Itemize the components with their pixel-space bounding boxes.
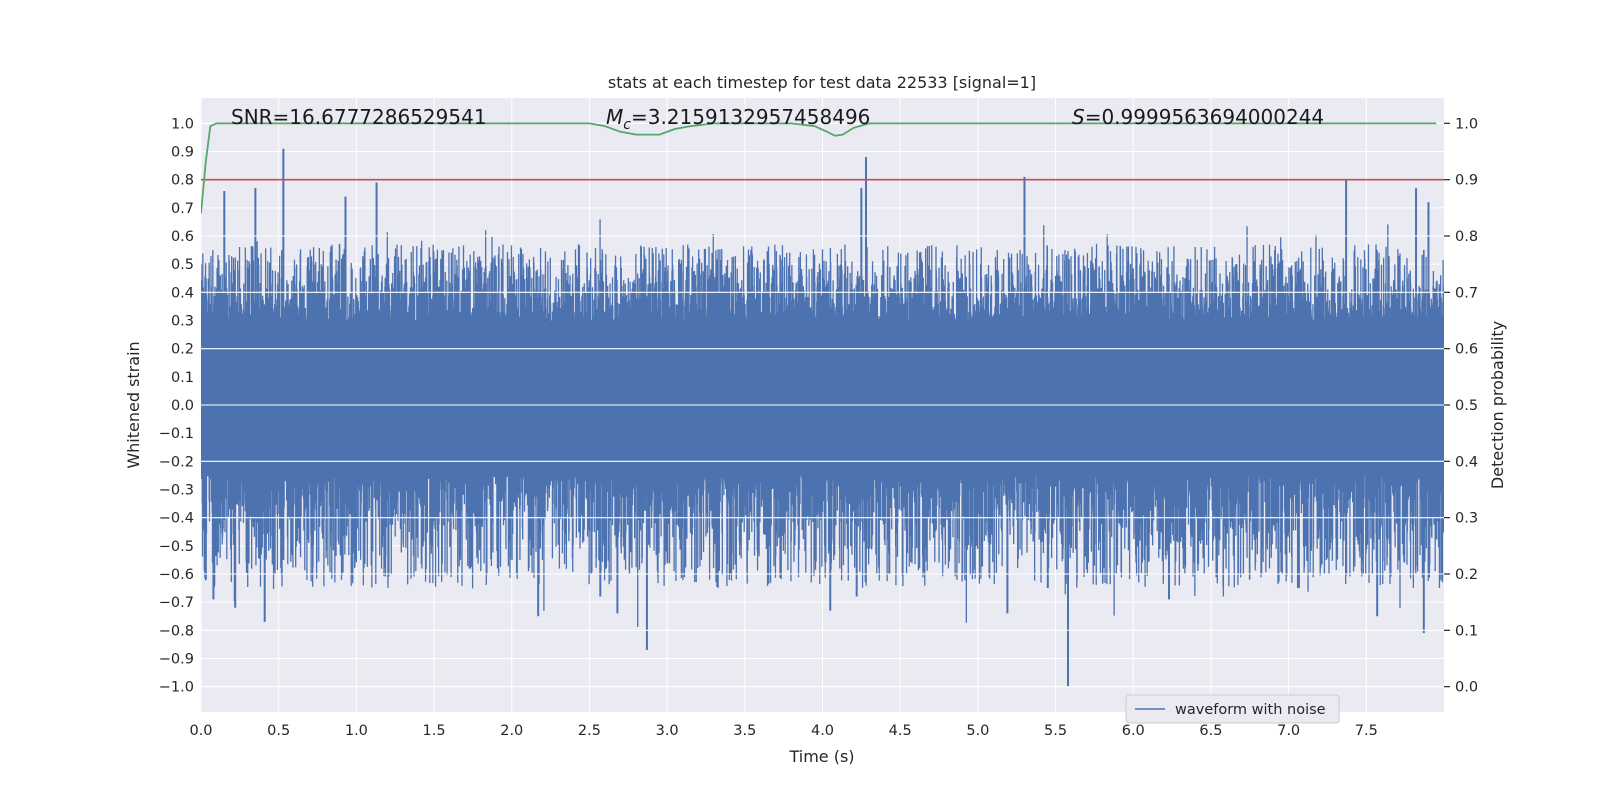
y2-tick-label: 0.3 xyxy=(1455,511,1478,527)
detection-probability-line xyxy=(201,122,1437,214)
y2-tick-label: 0.4 xyxy=(1455,454,1478,470)
x-tick-label: 4.0 xyxy=(811,723,834,739)
chirp-mass-annotation: Mc=3.2159132957458496 xyxy=(606,105,870,133)
y2-axis-ticks: 1.0 0.9 0.8 0.7 0.6 0.5 0.4 0.3 0.2 0.1 0.0 xyxy=(1444,116,1478,696)
x-tick-label: 1.5 xyxy=(423,723,446,739)
y-tick-label: 0.6 xyxy=(171,229,194,245)
y-axis-label: Whitened strain xyxy=(124,341,143,468)
x-tick-label: 5.0 xyxy=(966,723,989,739)
chirp-mass-value: =3.2159132957458496 xyxy=(631,105,870,129)
y-tick-label: 0.0 xyxy=(171,398,194,414)
y-tick-label: −0.6 xyxy=(159,567,194,583)
y2-tick-label: 0.9 xyxy=(1455,173,1478,189)
s-statistic-symbol: S xyxy=(1072,105,1085,129)
y-tick-label: −0.9 xyxy=(159,651,194,667)
chart-title: stats at each timestep for test data 225… xyxy=(608,73,1036,92)
y-tick-label: −0.3 xyxy=(159,482,194,498)
y-tick-label: 0.2 xyxy=(171,342,194,358)
x-tick-label: 7.5 xyxy=(1355,723,1378,739)
s-statistic-annotation: S=0.9999563694000244 xyxy=(1072,105,1324,129)
s-statistic-value: =0.9999563694000244 xyxy=(1085,105,1324,129)
y-tick-label: 0.7 xyxy=(171,201,194,217)
y-tick-label: −0.2 xyxy=(159,454,194,470)
y2-tick-label: 0.2 xyxy=(1455,567,1478,583)
x-tick-label: 6.0 xyxy=(1122,723,1145,739)
y2-tick-label: 0.6 xyxy=(1455,342,1478,358)
x-tick-label: 3.5 xyxy=(733,723,756,739)
probability-overlay xyxy=(201,122,1444,688)
x-tick-label: 1.0 xyxy=(345,723,368,739)
legend: waveform with noise xyxy=(1125,694,1340,724)
y2-tick-label: 0.1 xyxy=(1455,623,1478,639)
x-tick-label: 5.5 xyxy=(1044,723,1067,739)
legend-label-waveform: waveform with noise xyxy=(1175,702,1326,718)
x-tick-label: 4.5 xyxy=(889,723,912,739)
y-tick-label: −0.8 xyxy=(159,623,194,639)
y2-axis-label: Detection probability xyxy=(1488,321,1507,489)
snr-annotation: SNR=16.6777286529541 xyxy=(231,105,487,129)
legend-box xyxy=(1125,694,1340,724)
y-tick-label: −0.4 xyxy=(159,511,194,527)
y-tick-label: 0.3 xyxy=(171,314,194,330)
x-axis-ticks: 0.0 0.5 1.0 1.5 2.0 2.5 3.0 3.5 4.0 4.5 5.0 5.5 6.0 6… xyxy=(189,723,1377,739)
y-tick-label: 0.4 xyxy=(171,285,194,301)
x-tick-label: 6.5 xyxy=(1199,723,1222,739)
y2-tick-label: 0.0 xyxy=(1455,680,1478,696)
y-tick-label: 1.0 xyxy=(171,116,194,132)
x-tick-label: 0.5 xyxy=(267,723,290,739)
y2-tick-label: 0.8 xyxy=(1455,229,1478,245)
x-tick-label: 0.0 xyxy=(189,723,212,739)
y2-tick-label: 0.5 xyxy=(1455,398,1478,414)
y-tick-label: −0.5 xyxy=(159,539,194,555)
x-tick-label: 7.0 xyxy=(1277,723,1300,739)
y-tick-label: −1.0 xyxy=(159,680,194,696)
chirp-mass-symbol: M xyxy=(606,105,623,129)
x-tick-label: 3.0 xyxy=(656,723,679,739)
chirp-mass-subscript: c xyxy=(623,117,631,133)
y-tick-label: 0.1 xyxy=(171,370,194,386)
y-axis-ticks: 1.0 0.9 0.8 0.7 0.6 0.5 0.4 0.3 0.2 0.1 0.0 −0.1 −0.… xyxy=(159,116,194,695)
y2-tick-label: 1.0 xyxy=(1455,116,1478,132)
x-axis-label: Time (s) xyxy=(788,747,854,766)
x-tick-label: 2.0 xyxy=(500,723,523,739)
y2-tick-label: 0.7 xyxy=(1455,285,1478,301)
y-tick-label: −0.1 xyxy=(159,426,194,442)
y-tick-label: 0.9 xyxy=(171,145,194,161)
x-tick-label: 2.5 xyxy=(578,723,601,739)
y-tick-label: 0.5 xyxy=(171,257,194,273)
y-tick-label: 0.8 xyxy=(171,173,194,189)
y-tick-label: −0.7 xyxy=(159,595,194,611)
